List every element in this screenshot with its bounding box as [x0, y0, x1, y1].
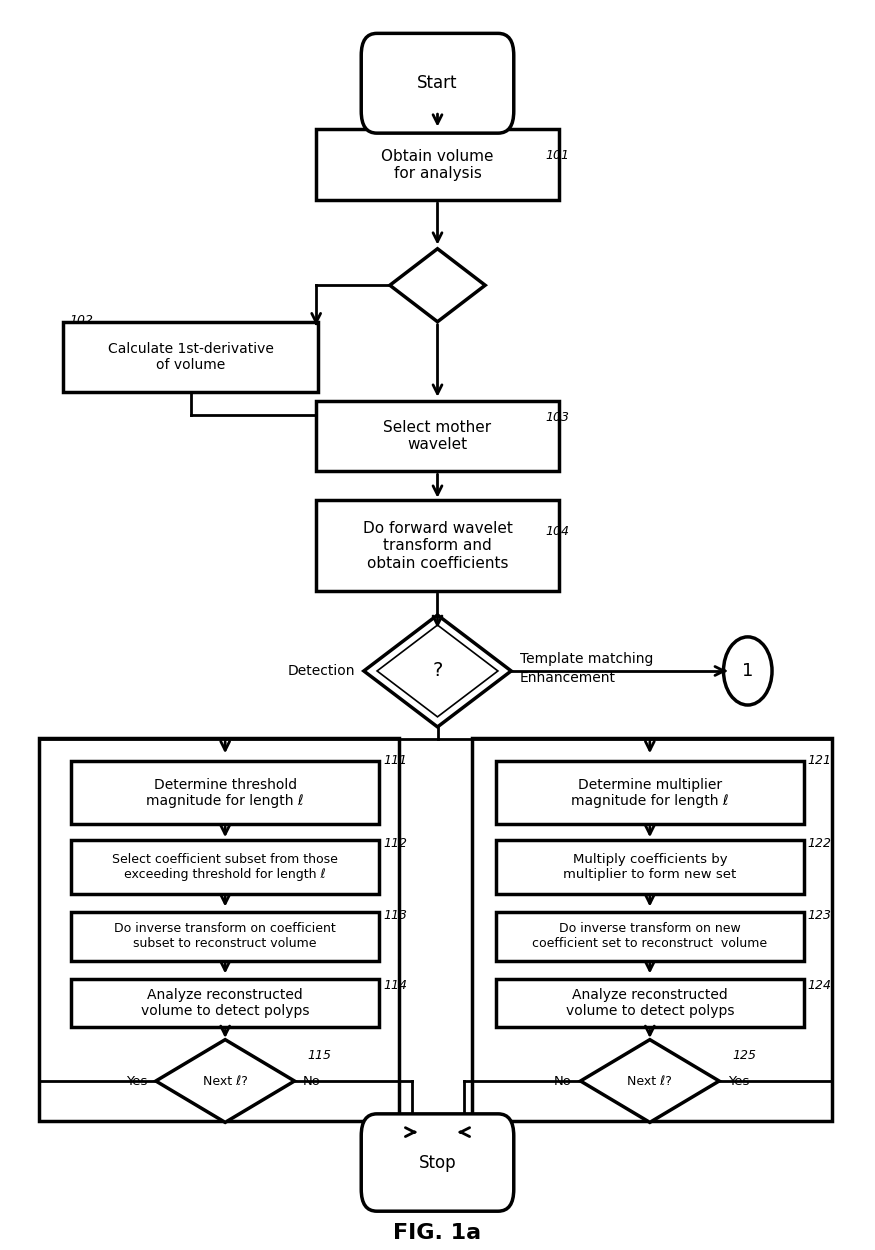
Text: Yes: Yes: [728, 1075, 749, 1088]
Text: No: No: [303, 1075, 321, 1088]
FancyBboxPatch shape: [496, 979, 803, 1028]
Polygon shape: [156, 1040, 295, 1122]
FancyBboxPatch shape: [496, 912, 803, 960]
Text: 103: 103: [546, 411, 570, 424]
Text: 124: 124: [808, 979, 831, 992]
FancyBboxPatch shape: [316, 130, 559, 200]
FancyBboxPatch shape: [361, 34, 514, 134]
Text: Determine threshold
magnitude for length ℓ: Determine threshold magnitude for length…: [146, 778, 304, 808]
Text: Analyze reconstructed
volume to detect polyps: Analyze reconstructed volume to detect p…: [141, 988, 310, 1019]
Text: Do inverse transform on coefficient
subset to reconstruct volume: Do inverse transform on coefficient subs…: [115, 922, 336, 950]
Text: Enhancement: Enhancement: [520, 671, 616, 685]
Text: Determine multiplier
magnitude for length ℓ: Determine multiplier magnitude for lengt…: [571, 778, 729, 808]
Text: 104: 104: [546, 525, 570, 539]
Text: Obtain volume
for analysis: Obtain volume for analysis: [382, 149, 493, 181]
Text: 1: 1: [742, 662, 753, 680]
FancyBboxPatch shape: [63, 321, 318, 392]
Polygon shape: [580, 1040, 719, 1122]
Text: Analyze reconstructed
volume to detect polyps: Analyze reconstructed volume to detect p…: [565, 988, 734, 1019]
Text: Start: Start: [417, 74, 458, 92]
Text: Next ℓ?: Next ℓ?: [627, 1075, 672, 1088]
Polygon shape: [377, 625, 498, 716]
Text: 112: 112: [383, 836, 407, 850]
Text: Do inverse transform on new
coefficient set to reconstruct  volume: Do inverse transform on new coefficient …: [532, 922, 767, 950]
Text: 114: 114: [383, 979, 407, 992]
FancyBboxPatch shape: [496, 840, 803, 894]
Polygon shape: [390, 249, 485, 321]
Text: 125: 125: [732, 1049, 756, 1061]
FancyBboxPatch shape: [72, 979, 379, 1028]
Text: FIG. 1a: FIG. 1a: [394, 1222, 481, 1242]
FancyBboxPatch shape: [496, 761, 803, 824]
Text: Stop: Stop: [419, 1154, 457, 1171]
Text: Select mother
wavelet: Select mother wavelet: [383, 420, 492, 452]
Text: Next ℓ?: Next ℓ?: [203, 1075, 248, 1088]
Text: ?: ?: [432, 661, 443, 680]
FancyBboxPatch shape: [72, 912, 379, 960]
FancyBboxPatch shape: [316, 500, 559, 591]
Text: Multiply coefficients by
multiplier to form new set: Multiply coefficients by multiplier to f…: [564, 853, 737, 881]
Text: No: No: [554, 1075, 572, 1088]
Text: Select coefficient subset from those
exceeding threshold for length ℓ: Select coefficient subset from those exc…: [112, 853, 338, 881]
Text: Detection: Detection: [288, 664, 355, 678]
Circle shape: [724, 638, 772, 705]
Text: 115: 115: [307, 1049, 332, 1061]
FancyBboxPatch shape: [316, 401, 559, 471]
Text: Calculate 1st-derivative
of volume: Calculate 1st-derivative of volume: [108, 342, 273, 372]
FancyBboxPatch shape: [361, 1114, 514, 1211]
Text: 102: 102: [69, 314, 93, 326]
Text: 121: 121: [808, 754, 831, 768]
Text: 113: 113: [383, 909, 407, 921]
Text: 111: 111: [383, 754, 407, 768]
Text: Yes: Yes: [126, 1075, 147, 1088]
FancyBboxPatch shape: [72, 761, 379, 824]
Text: 101: 101: [546, 149, 570, 162]
Text: Template matching: Template matching: [520, 651, 654, 666]
Text: 123: 123: [808, 909, 831, 921]
FancyBboxPatch shape: [72, 840, 379, 894]
Polygon shape: [364, 615, 511, 728]
Text: Do forward wavelet
transform and
obtain coefficients: Do forward wavelet transform and obtain …: [362, 521, 513, 570]
Text: 122: 122: [808, 836, 831, 850]
